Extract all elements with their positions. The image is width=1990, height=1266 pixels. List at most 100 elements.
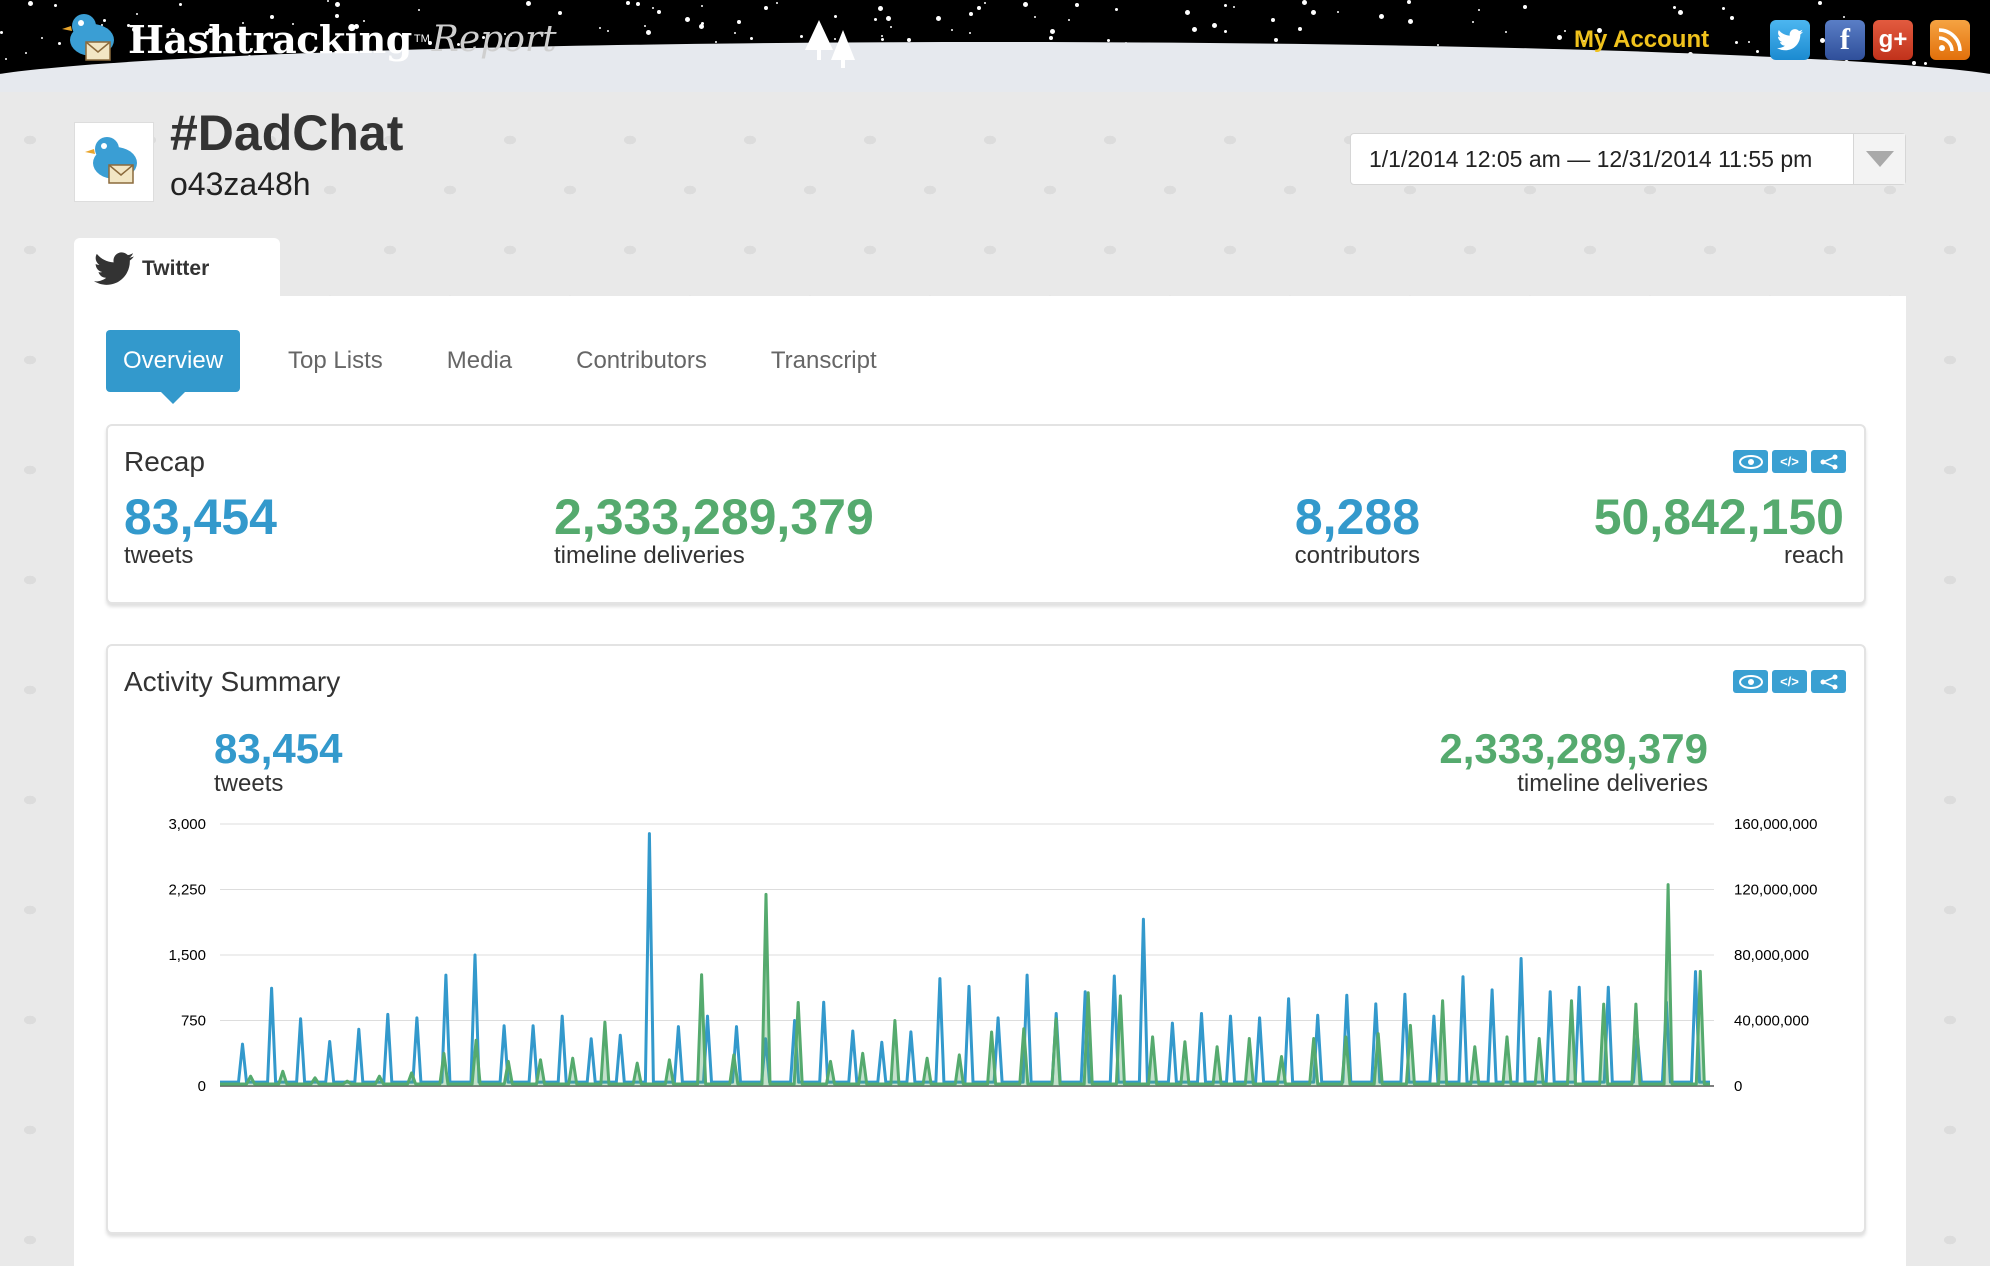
snowflake [205, 31, 209, 35]
report-title: #DadChat [170, 105, 404, 161]
embed-code-icon[interactable]: </> [1772, 670, 1807, 693]
snowflake [0, 31, 3, 34]
snowflake [171, 28, 175, 32]
snowflake [1050, 29, 1055, 34]
tab-top-lists[interactable]: Top Lists [288, 347, 383, 374]
deliveries-series-line [220, 883, 1710, 1086]
recap-reach-value: 50,842,150 [1593, 489, 1844, 545]
snowflake [636, 2, 640, 6]
facebook-share-button[interactable]: f [1825, 20, 1865, 60]
snowflake [878, 6, 883, 11]
snowflake [1049, 36, 1053, 40]
snowflake [984, 2, 986, 4]
google-plus-share-button[interactable]: g+ [1873, 20, 1913, 60]
snowflake [25, 52, 27, 54]
snowflake [262, 49, 266, 53]
snowflake [834, 15, 837, 18]
snowflake [1523, 5, 1527, 9]
snowflake [418, 9, 420, 11]
recap-card: Recap </> 83,454 tweets 2,333,289,379 ti… [106, 424, 1866, 604]
snowflake [526, 1, 531, 6]
tab-media[interactable]: Media [446, 347, 513, 374]
tab-transcript[interactable]: Transcript [770, 347, 877, 374]
rss-icon [1938, 28, 1962, 52]
snowflake [132, 27, 137, 32]
snowflake [685, 17, 690, 22]
snowflake [626, 1, 630, 5]
snowflake [365, 46, 368, 49]
snowflake [701, 5, 703, 7]
snowflake [28, 1, 33, 6]
tab-overview[interactable]: Overview [106, 330, 241, 404]
activity-tweets-value: 83,454 [214, 725, 343, 772]
report-tabs: Overview Top Lists Media Contributors Tr… [106, 330, 941, 404]
snowflake [1407, 0, 1411, 4]
snowflake [1673, 6, 1676, 9]
bird-logo-icon [62, 14, 114, 61]
right-axis-tick-label: 0 [1734, 1078, 1742, 1095]
snowflake [327, 0, 329, 2]
activity-deliveries: 2,333,289,379 timeline deliveries [1439, 728, 1708, 798]
activity-tools: </> [1733, 670, 1846, 693]
bird-avatar-icon [85, 137, 137, 184]
snowflake [1756, 50, 1759, 53]
snowflake [1115, 8, 1118, 11]
tab-twitter-label: Twitter [142, 257, 210, 280]
snowflake [1212, 23, 1217, 28]
snowflake [599, 27, 601, 29]
snowflake [1224, 30, 1227, 33]
snowflake [1192, 27, 1197, 32]
snowflake [1023, 2, 1028, 7]
tab-contributors[interactable]: Contributors [576, 347, 707, 374]
snowflake [1271, 18, 1275, 22]
right-axis-tick-label: 40,000,000 [1734, 1013, 1809, 1030]
tab-twitter[interactable]: Twitter [74, 238, 280, 300]
snowflake [1818, 1, 1822, 5]
snowflake [951, 29, 953, 31]
activity-summary-card: Activity Summary </> 83,454 tweets 2,333… [106, 644, 1866, 1234]
left-axis-tick-label: 0 [198, 1078, 206, 1095]
snowflake [1730, 16, 1734, 20]
snowflake [510, 34, 512, 36]
snowflake [136, 13, 138, 15]
right-axis-tick-label: 120,000,000 [1734, 882, 1817, 899]
snowflake [1274, 38, 1278, 42]
snowflake [1379, 14, 1384, 19]
eye-icon[interactable] [1733, 670, 1768, 693]
twitter-share-button[interactable] [1770, 20, 1810, 60]
twitter-icon [1777, 29, 1803, 51]
snowflake [715, 41, 717, 43]
left-axis-tick-label: 750 [181, 1013, 206, 1030]
activity-deliveries-value: 2,333,289,379 [1439, 725, 1708, 772]
recap-tweets-label: tweets [124, 542, 194, 569]
date-range-dropdown-button[interactable] [1853, 134, 1905, 184]
share-icon[interactable] [1811, 450, 1846, 473]
snowflake [1748, 41, 1750, 43]
snowflake [1437, 44, 1439, 46]
snowflake [1478, 9, 1480, 11]
snowflake [1068, 19, 1070, 21]
google-plus-icon: g+ [1878, 26, 1908, 53]
logo[interactable]: Hashtracking TM Report [58, 6, 557, 72]
embed-code-icon[interactable]: </> [1772, 450, 1807, 473]
my-account-link[interactable]: My Account [1574, 26, 1710, 53]
snowflake [646, 30, 651, 35]
snowflake [504, 33, 506, 35]
share-icon[interactable] [1811, 670, 1846, 693]
snowflake [1564, 30, 1566, 32]
rss-feed-button[interactable] [1930, 20, 1970, 60]
right-axis-tick-label: 160,000,000 [1734, 816, 1817, 833]
eye-icon[interactable] [1733, 450, 1768, 473]
snowflake [1924, 62, 1927, 65]
logo-text: Hashtracking [128, 16, 412, 62]
recap-tweets: 83,454 tweets [124, 492, 277, 570]
snowflake [270, 15, 274, 19]
recap-contributors-label: contributors [1294, 542, 1420, 569]
recap-deliveries: 2,333,289,379 timeline deliveries [554, 492, 874, 570]
snowflake [881, 38, 884, 41]
snowflake [1843, 16, 1845, 18]
recap-reach: 50,842,150 reach [1594, 492, 1844, 570]
snowflake [1107, 39, 1110, 42]
recap-title: Recap [124, 446, 205, 477]
date-range-picker[interactable]: 1/1/2014 12:05 am — 12/31/2014 11:55 pm [1350, 133, 1906, 185]
